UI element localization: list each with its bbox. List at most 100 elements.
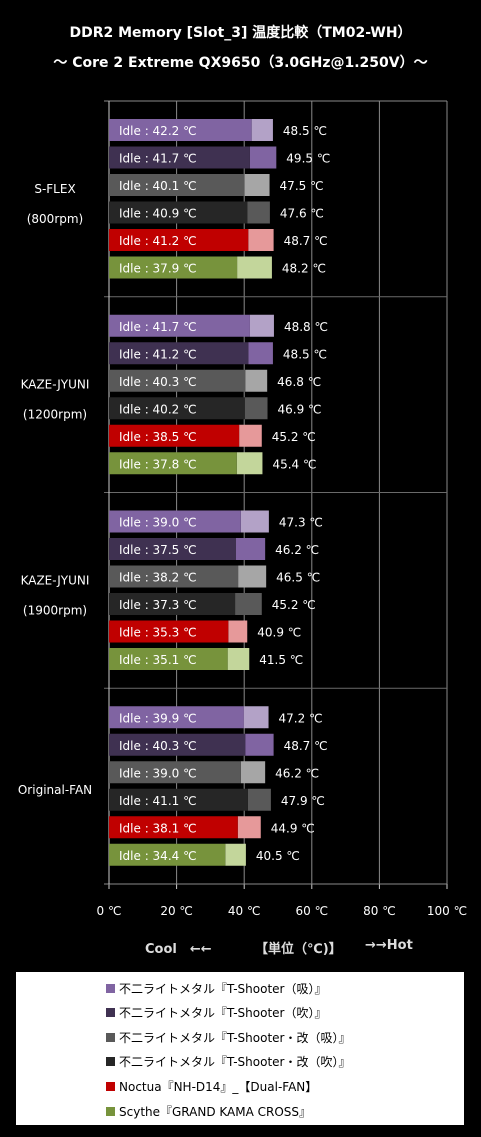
idle-bar bbox=[109, 816, 238, 839]
load-bar bbox=[238, 565, 267, 588]
group-label-rpm: (1200rpm) bbox=[23, 408, 87, 422]
load-bar bbox=[244, 397, 268, 420]
load-value-label: 48.5 ℃ bbox=[283, 347, 327, 361]
load-value-label: 41.5 ℃ bbox=[259, 653, 303, 667]
legend-label: Scythe『GRAND KAMA CROSS』 bbox=[119, 1104, 312, 1119]
load-bar bbox=[237, 256, 272, 279]
load-value-label: 47.2 ℃ bbox=[279, 711, 323, 725]
legend-label: 不二ライトメタル『T-Shooter（吸）』 bbox=[119, 981, 327, 996]
load-value-label: 45.2 ℃ bbox=[272, 430, 316, 444]
load-bar bbox=[240, 761, 266, 784]
idle-bar bbox=[109, 174, 245, 196]
legend-item: 不二ライトメタル『T-Shooter（吸）』 bbox=[106, 979, 327, 997]
load-bar bbox=[247, 201, 270, 224]
legend-item: 不二ライトメタル『T-Shooter・改（吸）』 bbox=[106, 1028, 351, 1046]
idle-bar bbox=[109, 119, 252, 141]
load-bar bbox=[247, 788, 271, 811]
legend-swatch bbox=[106, 1106, 115, 1116]
idle-bar bbox=[109, 593, 236, 615]
idle-value-label: Idle : 42.2 ℃ bbox=[119, 124, 197, 138]
idle-value-label: Idle : 41.2 ℃ bbox=[119, 234, 197, 248]
load-bar bbox=[249, 146, 277, 169]
idle-value-label: Idle : 41.7 ℃ bbox=[119, 320, 197, 334]
load-value-label: 48.2 ℃ bbox=[282, 262, 326, 276]
load-bar bbox=[245, 733, 274, 756]
load-bar bbox=[249, 314, 274, 337]
idle-value-label: Idle : 41.7 ℃ bbox=[119, 152, 197, 166]
load-bar bbox=[227, 648, 250, 670]
load-bar bbox=[235, 593, 262, 615]
legend-label: 不二ライトメタル『T-Shooter（吹）』 bbox=[119, 1006, 327, 1021]
legend-item: Noctua『NH-D14』_【Dual-FAN】 bbox=[106, 1077, 317, 1095]
axis-note-unit: 【単位（℃)】 bbox=[255, 942, 342, 957]
idle-value-label: Idle : 41.2 ℃ bbox=[119, 347, 197, 361]
idle-value-label: Idle : 40.9 ℃ bbox=[119, 207, 197, 221]
idle-value-label: Idle : 39.0 ℃ bbox=[119, 766, 197, 780]
load-value-label: 46.2 ℃ bbox=[275, 766, 319, 780]
x-tick-label: 80 ℃ bbox=[363, 904, 396, 918]
idle-value-label: Idle : 40.2 ℃ bbox=[119, 402, 197, 416]
load-value-label: 48.7 ℃ bbox=[284, 739, 328, 753]
idle-bar bbox=[109, 146, 250, 169]
load-value-label: 45.4 ℃ bbox=[272, 457, 316, 471]
load-value-label: 46.5 ℃ bbox=[276, 571, 320, 585]
idle-value-label: Idle : 38.5 ℃ bbox=[119, 430, 197, 444]
x-tick-label: 60 ℃ bbox=[296, 904, 329, 918]
load-bar bbox=[237, 816, 261, 839]
group-label-rpm: (800rpm) bbox=[27, 212, 84, 226]
x-tick-label: 40 ℃ bbox=[228, 904, 261, 918]
idle-bar bbox=[109, 620, 229, 643]
load-value-label: 49.5 ℃ bbox=[286, 152, 330, 166]
load-bar bbox=[240, 510, 269, 533]
idle-value-label: Idle : 40.3 ℃ bbox=[119, 375, 197, 389]
x-tick-label: 100 ℃ bbox=[427, 904, 467, 918]
load-value-label: 40.9 ℃ bbox=[257, 626, 301, 640]
idle-value-label: Idle : 34.4 ℃ bbox=[119, 849, 197, 863]
idle-bar bbox=[109, 369, 246, 392]
legend-item: 不二ライトメタル『T-Shooter（吹）』 bbox=[106, 1004, 327, 1022]
legend-label: Noctua『NH-D14』_【Dual-FAN】 bbox=[119, 1079, 318, 1094]
idle-bar bbox=[109, 397, 245, 420]
idle-value-label: Idle : 40.3 ℃ bbox=[119, 739, 197, 753]
legend-swatch bbox=[106, 1008, 115, 1018]
load-bar bbox=[225, 843, 246, 866]
load-value-label: 44.9 ℃ bbox=[271, 821, 315, 835]
idle-bar bbox=[109, 843, 226, 866]
axis-note-cool: Cool ←← bbox=[145, 942, 212, 957]
group-label: Original-FAN bbox=[18, 783, 92, 797]
legend-swatch bbox=[106, 1057, 115, 1067]
axis-note-hot: →→Hot bbox=[365, 938, 413, 953]
load-bar bbox=[235, 538, 266, 560]
idle-value-label: Idle : 35.3 ℃ bbox=[119, 626, 197, 640]
chart-title: DDR2 Memory [Slot_3] 温度比較（TM02-WH） bbox=[69, 25, 412, 41]
idle-bar bbox=[109, 424, 240, 447]
idle-value-label: Idle : 40.1 ℃ bbox=[119, 179, 197, 193]
idle-bar bbox=[109, 761, 241, 784]
idle-bar bbox=[109, 256, 238, 279]
group-label: KAZE-JYUNI bbox=[21, 573, 90, 587]
load-value-label: 48.5 ℃ bbox=[283, 124, 327, 138]
load-value-label: 48.8 ℃ bbox=[284, 320, 328, 334]
bar-chart: 0 ℃ 20 ℃ 40 ℃ 60 ℃ 80 ℃ 100 ℃ S-FLEX (800rpm) Id… bbox=[18, 100, 467, 918]
load-bar bbox=[251, 119, 273, 141]
x-tick-label: 0 ℃ bbox=[97, 904, 122, 918]
idle-value-label: Idle : 37.3 ℃ bbox=[119, 598, 197, 612]
legend-label: 不二ライトメタル『T-Shooter・改（吹）』 bbox=[119, 1055, 351, 1070]
load-value-label: 46.8 ℃ bbox=[277, 375, 321, 389]
idle-value-label: Idle : 37.8 ℃ bbox=[119, 457, 197, 471]
load-value-label: 46.2 ℃ bbox=[275, 543, 319, 557]
legend-item: Scythe『GRAND KAMA CROSS』 bbox=[106, 1102, 311, 1120]
load-bar bbox=[236, 452, 263, 475]
legend-swatch bbox=[106, 1081, 115, 1091]
idle-value-label: Idle : 39.9 ℃ bbox=[119, 711, 197, 725]
legend-label: 不二ライトメタル『T-Shooter・改（吸）』 bbox=[119, 1030, 351, 1045]
idle-bar bbox=[109, 788, 248, 811]
group-label-rpm: (1900rpm) bbox=[23, 603, 87, 617]
load-bar bbox=[228, 620, 248, 643]
load-value-label: 48.7 ℃ bbox=[284, 234, 328, 248]
load-bar bbox=[244, 174, 270, 196]
load-bar bbox=[243, 706, 269, 729]
load-value-label: 46.9 ℃ bbox=[278, 402, 322, 416]
load-value-label: 47.3 ℃ bbox=[279, 516, 323, 530]
idle-bar bbox=[109, 565, 239, 588]
